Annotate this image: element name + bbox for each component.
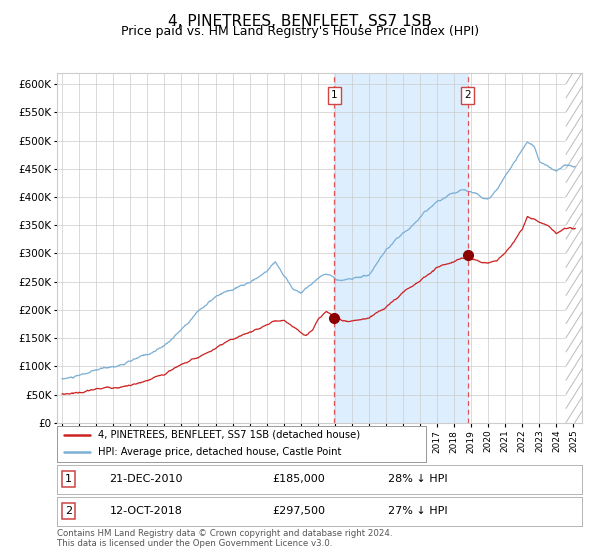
Text: 2: 2 <box>65 506 72 516</box>
Text: 1: 1 <box>331 90 338 100</box>
Text: Contains HM Land Registry data © Crown copyright and database right 2024.
This d: Contains HM Land Registry data © Crown c… <box>57 529 392 548</box>
Text: 2: 2 <box>464 90 471 100</box>
Text: £185,000: £185,000 <box>272 474 325 484</box>
Text: 4, PINETREES, BENFLEET, SS7 1SB: 4, PINETREES, BENFLEET, SS7 1SB <box>168 14 432 29</box>
Text: 21-DEC-2010: 21-DEC-2010 <box>110 474 183 484</box>
Text: £297,500: £297,500 <box>272 506 325 516</box>
Text: 12-OCT-2018: 12-OCT-2018 <box>110 506 182 516</box>
Bar <box>334 73 467 423</box>
Text: 28% ↓ HPI: 28% ↓ HPI <box>388 474 448 484</box>
Text: HPI: Average price, detached house, Castle Point: HPI: Average price, detached house, Cast… <box>98 447 341 457</box>
Text: Price paid vs. HM Land Registry's House Price Index (HPI): Price paid vs. HM Land Registry's House … <box>121 25 479 38</box>
Text: 1: 1 <box>65 474 72 484</box>
Text: 4, PINETREES, BENFLEET, SS7 1SB (detached house): 4, PINETREES, BENFLEET, SS7 1SB (detache… <box>98 430 360 440</box>
Bar <box>566 73 584 423</box>
Text: 27% ↓ HPI: 27% ↓ HPI <box>388 506 448 516</box>
